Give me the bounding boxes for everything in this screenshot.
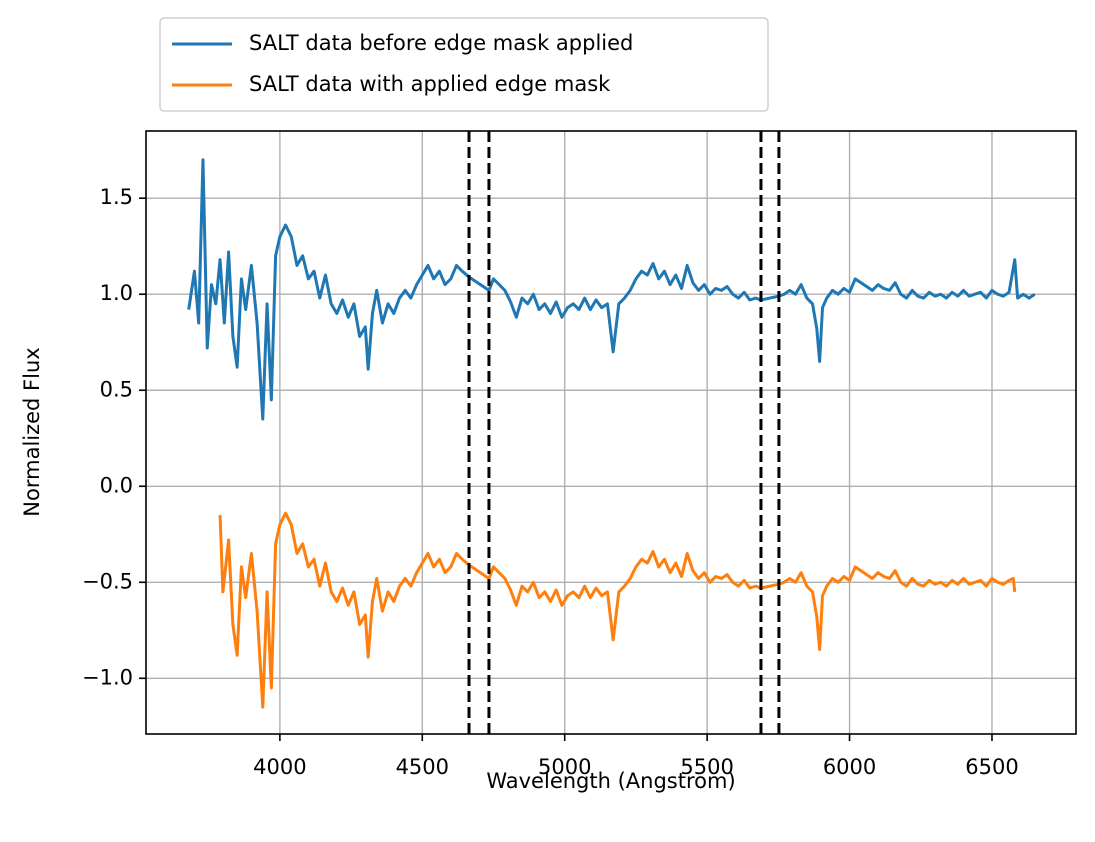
x-axis-label: Wavelength (Angstrom) <box>486 769 735 793</box>
y-tick-label: 1.5 <box>100 185 133 209</box>
series-line <box>187 158 1036 421</box>
y-tick-label: −1.0 <box>82 665 133 689</box>
plot-frame <box>145 130 1077 735</box>
plot-data <box>187 131 1036 734</box>
y-tick-label: 0.0 <box>100 473 133 497</box>
axes: 4000 4500 5000 5500 6000 6500 −1.0 −0.5 0.0 0.5 1.… <box>82 185 1019 779</box>
x-tick-label: 5000 <box>538 755 591 779</box>
x-tick-label: 6000 <box>823 755 876 779</box>
x-tick-label: 4000 <box>253 755 306 779</box>
grid <box>146 131 1076 734</box>
y-axis-label: Normalized Flux <box>20 347 44 516</box>
legend-box <box>159 17 769 112</box>
y-tick-label: −0.5 <box>82 569 133 593</box>
legend-label: SALT data with applied edge mask <box>249 72 611 96</box>
legend-label: SALT data before edge mask applied <box>249 31 633 55</box>
x-tick-label: 5500 <box>680 755 733 779</box>
series-line <box>218 511 1017 709</box>
legend: SALT data before edge mask applied SALT d… <box>172 31 633 96</box>
y-tick-label: 0.5 <box>100 377 133 401</box>
y-tick-label: 1.0 <box>100 281 133 305</box>
x-tick-label: 6500 <box>965 755 1018 779</box>
x-tick-label: 4500 <box>396 755 449 779</box>
